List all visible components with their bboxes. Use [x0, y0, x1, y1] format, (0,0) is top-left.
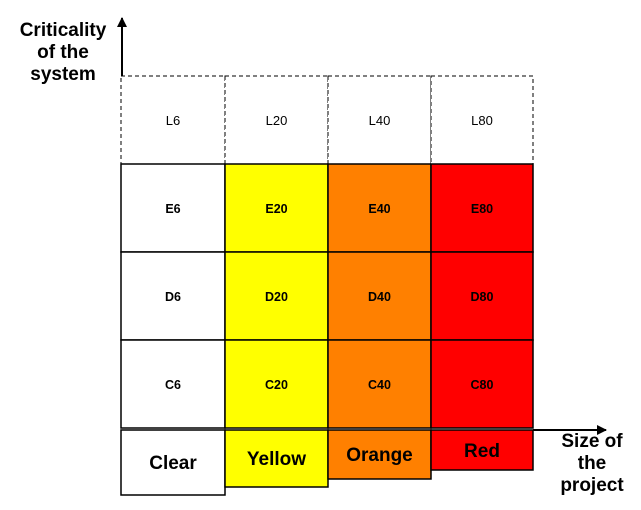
x-axis-title-line: Size of	[561, 431, 623, 452]
grid-cell	[430, 339, 534, 429]
grid-cell	[327, 339, 432, 429]
category-box	[430, 429, 534, 471]
y-axis-title-line: system	[30, 64, 96, 85]
x-axis-title-line: the	[577, 453, 607, 474]
y-axis-title-line: of the	[37, 42, 89, 63]
grid-cell	[120, 251, 226, 341]
cell-label: E20	[265, 202, 287, 216]
cells-layer: L6 E6 D6 C6 Clear L20 E20 D20 C20 Yellow L40 E40 D40…	[120, 75, 534, 496]
category-box	[120, 429, 226, 496]
grid-cell	[430, 163, 534, 253]
category-label: Orange	[346, 445, 413, 466]
grid-cell	[120, 163, 226, 253]
cell-label: D6	[165, 290, 181, 304]
cell-label: D80	[471, 290, 494, 304]
grid-cell	[327, 163, 432, 253]
grid-cell	[224, 75, 329, 165]
cell-label: C40	[368, 378, 391, 392]
grid-cell	[430, 251, 534, 341]
cell-label: C6	[165, 378, 181, 392]
cell-label: L40	[369, 113, 391, 128]
category-box	[327, 429, 432, 480]
grid-cell	[120, 339, 226, 429]
y-axis-title: Criticality of the system	[4, 20, 122, 86]
cell-label: E40	[368, 202, 390, 216]
cell-label: L20	[266, 113, 288, 128]
cell-label: D20	[265, 290, 288, 304]
cell-label: C20	[265, 378, 288, 392]
cell-label: C80	[471, 378, 494, 392]
cell-label: E6	[165, 202, 180, 216]
category-label: Red	[464, 441, 500, 462]
cell-label: L80	[471, 113, 493, 128]
x-axis-title: Size of the project	[546, 431, 638, 497]
grid-cell	[327, 75, 432, 165]
category-box	[224, 429, 329, 488]
category-label: Yellow	[247, 449, 306, 470]
cell-label: L6	[166, 113, 180, 128]
cell-label: E80	[471, 202, 493, 216]
grid-cell	[430, 75, 534, 165]
grid-cell	[120, 75, 226, 165]
category-label: Clear	[149, 453, 197, 474]
y-axis-title-line: Criticality	[19, 20, 107, 41]
grid-cell	[224, 339, 329, 429]
cell-label: D40	[368, 290, 391, 304]
x-axis-title-line: project	[560, 475, 624, 496]
